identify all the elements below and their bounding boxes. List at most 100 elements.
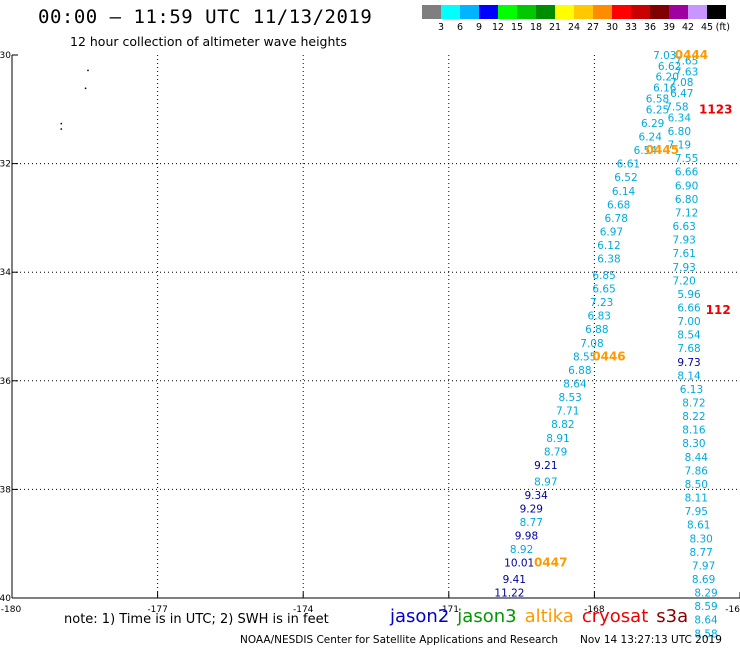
wave-height-value: 8.22 [682, 411, 705, 423]
wave-height-value: 6.97 [600, 226, 623, 238]
pass-time-tag: 0445 [646, 143, 679, 157]
colorbar-swatch [441, 5, 460, 19]
colorbar-tick-label: 30 [605, 22, 619, 33]
wave-height-value: 6.24 [639, 131, 663, 143]
wave-height-value: 7.20 [672, 275, 695, 287]
colorbar-swatch [669, 5, 688, 19]
colorbar-swatch [631, 5, 650, 19]
wave-height-value: 7.61 [672, 248, 695, 260]
colorbar-swatch [593, 5, 612, 19]
pass-time-tag: 0444 [675, 48, 708, 62]
colorbar-tick-label: 45 [700, 22, 714, 33]
wave-height-value: 6.14 [612, 186, 636, 198]
wave-height-value: 8.55 [573, 351, 596, 363]
wave-height-value: 7.68 [677, 343, 700, 355]
longitude-label: -177 [147, 605, 167, 615]
longitude-label: -171 [439, 605, 459, 615]
wave-height-value: 8.14 [677, 370, 701, 382]
colorbar-tick-label: 18 [529, 22, 543, 33]
wave-height-value: 9.98 [515, 531, 538, 543]
wave-height-value: 6.54 [634, 145, 658, 157]
land-dot [60, 122, 63, 125]
wave-height-value: 6.52 [614, 172, 637, 184]
colorbar-swatch [574, 5, 593, 19]
land-dot [87, 69, 89, 72]
land-dot [60, 128, 63, 130]
wave-height-value: 6.80 [675, 194, 698, 206]
wave-height-value: 9.21 [534, 460, 557, 472]
wave-height-value: 8.50 [685, 479, 708, 491]
longitude-label: -180 [1, 605, 22, 615]
wave-height-value: 6.88 [585, 324, 608, 336]
wave-height-value: 8.30 [689, 533, 712, 545]
wave-height-value: 6.85 [592, 270, 615, 282]
colorbar-tick-label: 24 [567, 22, 581, 33]
wave-height-value: 7.95 [685, 506, 708, 518]
wave-height-value: 7.12 [675, 207, 698, 219]
wave-height-value: 8.11 [685, 493, 708, 505]
legend-entry: jason2 [390, 606, 450, 627]
colorbar-tick-label: 21 [548, 22, 562, 33]
wave-height-value: 9.29 [520, 503, 543, 515]
wave-height-value: 8.77 [520, 517, 543, 529]
wave-height-value: 7.65 [675, 55, 698, 67]
wave-height-value: 8.29 [694, 588, 717, 600]
wave-height-value: 6.65 [592, 283, 615, 295]
wave-height-value: 8.59 [694, 601, 717, 613]
colorbar-swatch [517, 5, 536, 19]
longitude-label: -174 [293, 605, 314, 615]
wave-height-value: 6.62 [658, 61, 681, 73]
wave-height-value: 6.66 [675, 167, 699, 179]
wave-height-value: 8.97 [534, 476, 557, 488]
wave-height-value: 9.34 [524, 490, 548, 502]
wave-height-value: 7.08 [580, 338, 603, 350]
colorbar-swatch [460, 5, 479, 19]
wave-height-value: 7.08 [670, 77, 693, 89]
wave-height-value: 8.64 [563, 379, 587, 391]
wave-height-value: 8.92 [510, 544, 533, 556]
wave-height-value: 8.54 [677, 330, 701, 342]
wave-height-value: 8.44 [685, 452, 709, 464]
colorbar-tick-label: 15 [510, 22, 524, 33]
legend-entry: s3a [656, 606, 689, 627]
wave-height-value: 6.63 [672, 221, 695, 233]
latitude-label: -40 [0, 594, 11, 604]
wave-height-value: 8.79 [544, 446, 567, 458]
latitude-label: -36 [0, 377, 11, 387]
wave-height-value: 8.30 [682, 438, 705, 450]
map-title: 00:00 – 11:59 UTC 11/13/2019 [38, 6, 373, 28]
colorbar-swatch [688, 5, 707, 19]
wave-height-value: 7.93 [672, 235, 695, 247]
colorbar-swatch [555, 5, 574, 19]
land-dot [84, 87, 87, 90]
wave-height-value: 8.69 [692, 574, 715, 586]
latitude-label: -38 [0, 485, 11, 495]
wave-height-value: 6.88 [568, 365, 591, 377]
wave-height-value: 6.80 [668, 126, 691, 138]
wave-height-value: 6.25 [646, 104, 669, 116]
wave-height-value: 6.61 [617, 159, 640, 171]
colorbar-swatch [707, 5, 726, 19]
colorbar-tick-label: 33 [624, 22, 638, 33]
wave-height-value: 8.72 [682, 398, 705, 410]
wave-height-value: 6.13 [680, 384, 703, 396]
credit-line: NOAA/NESDIS Center for Satellite Applica… [240, 634, 558, 646]
wave-height-value: 7.93 [672, 262, 695, 274]
colorbar-swatch [650, 5, 669, 19]
wave-height-value: 6.12 [597, 240, 620, 252]
wave-height-value: 7.23 [590, 297, 613, 309]
colorbar-tick-label: 3 [437, 22, 445, 33]
wave-height-value: 8.53 [558, 392, 581, 404]
footnote: note: 1) Time is in UTC; 2) SWH is in fe… [64, 612, 329, 627]
wave-height-value: 7.58 [665, 102, 688, 114]
wave-height-value: 8.64 [694, 615, 718, 627]
wave-height-value: 6.68 [607, 199, 630, 211]
wave-height-value: 7.86 [685, 465, 709, 477]
colorbar-swatch [536, 5, 555, 19]
wave-height-value: 6.34 [668, 112, 692, 124]
wave-height-value: 6.29 [641, 118, 664, 130]
colorbar-tick-label: 6 [456, 22, 464, 33]
generated-timestamp: Nov 14 13:27:13 UTC 2019 [580, 634, 722, 646]
colorbar-unit: (ft) [715, 22, 730, 33]
